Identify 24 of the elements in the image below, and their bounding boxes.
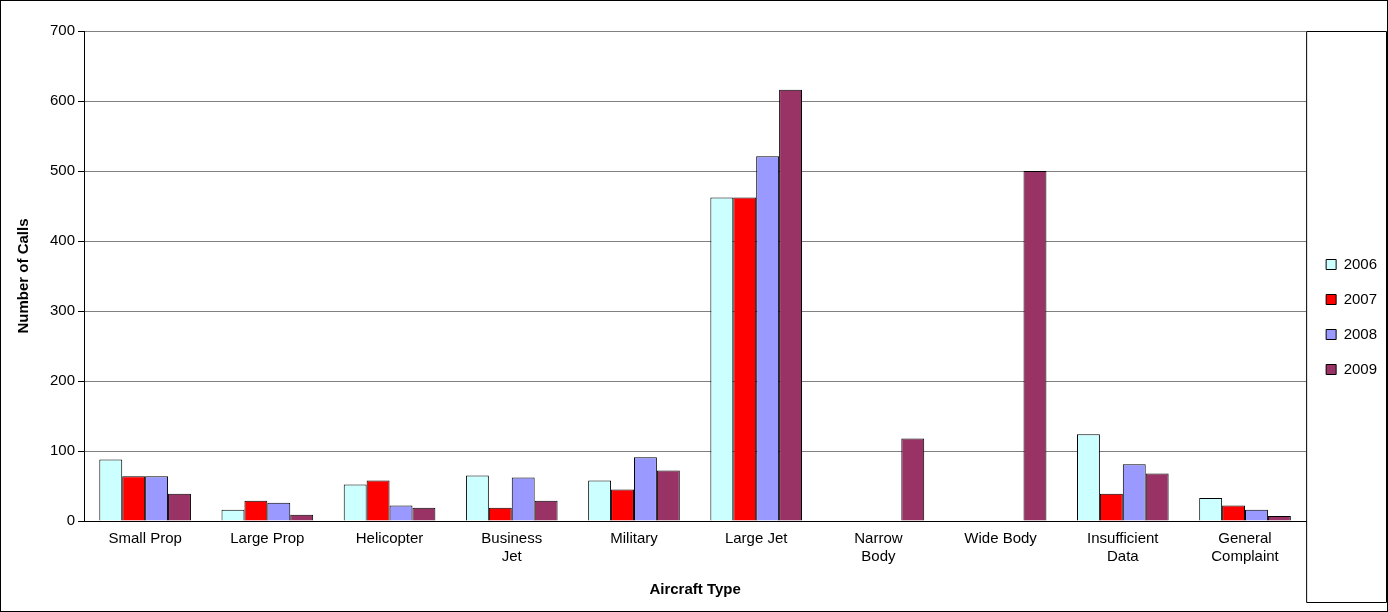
x-tick-label: Small Prop [108, 529, 182, 547]
y-tick-label: 400 [50, 231, 76, 249]
x-tick-label: Large Prop [230, 529, 305, 547]
y-tick-label: 600 [50, 91, 76, 109]
legend-label: 2008 [1343, 324, 1378, 342]
x-tick-label: Large Jet [724, 529, 789, 547]
x-tick-label: Military [610, 529, 659, 547]
y-axis-title: Number of Calls [14, 218, 32, 334]
y-tick-label: 0 [66, 511, 76, 529]
legend-label: 2006 [1343, 254, 1378, 272]
y-tick-label: 200 [50, 371, 76, 389]
x-tick-label: Insufficient Data [1087, 529, 1160, 565]
x-tick-label: Business Jet [481, 529, 543, 565]
x-tick-label: Wide Body [964, 529, 1038, 547]
y-tick-label: 300 [50, 301, 76, 319]
x-tick-label: General Complaint [1211, 529, 1280, 565]
x-tick-label: Helicopter [355, 529, 424, 547]
x-axis-title: Aircraft Type [649, 580, 741, 598]
x-tick-label: Narrow Body [854, 529, 903, 565]
legend-label: 2009 [1343, 359, 1378, 377]
y-tick-label: 100 [50, 441, 76, 459]
legend-label: 2007 [1343, 289, 1378, 307]
y-tick-label: 500 [50, 161, 76, 179]
y-tick-label: 700 [50, 21, 76, 39]
